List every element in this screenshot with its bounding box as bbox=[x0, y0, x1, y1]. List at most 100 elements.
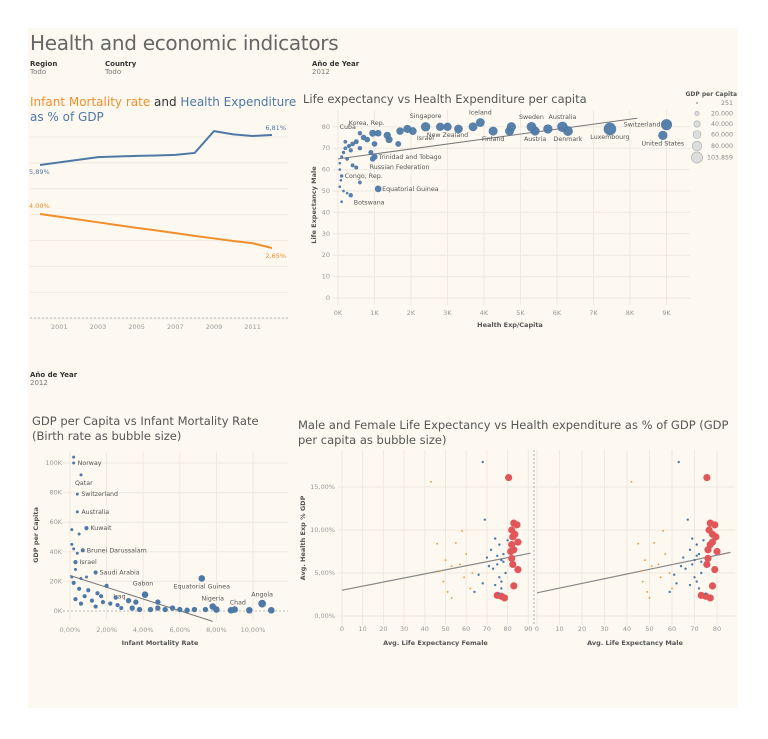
data-point-orange bbox=[442, 580, 445, 583]
title-part: Health Expenditure as % of GDP bbox=[30, 95, 297, 124]
point-label: Luxembourg bbox=[590, 134, 629, 141]
data-point bbox=[129, 605, 135, 611]
data-point-blue bbox=[695, 580, 698, 583]
data-point bbox=[340, 200, 343, 204]
data-point-blue bbox=[496, 563, 499, 566]
data-point-blue bbox=[487, 564, 491, 568]
point-label: Sweden bbox=[519, 114, 544, 121]
filter-region[interactable]: Region Todo bbox=[30, 60, 57, 76]
data-point-blue bbox=[700, 571, 703, 575]
data-point bbox=[396, 127, 404, 135]
data-point bbox=[155, 605, 161, 611]
point-label: Denmark bbox=[553, 136, 582, 143]
x-tick-label: 60 bbox=[668, 625, 676, 633]
series-line-blue bbox=[39, 130, 273, 166]
data-point bbox=[357, 130, 363, 136]
data-point-orange bbox=[637, 542, 640, 545]
data-point-red bbox=[706, 594, 714, 602]
x-tick-label: 80 bbox=[713, 625, 721, 633]
x-tick-label: 30 bbox=[400, 625, 408, 633]
data-point-red bbox=[514, 565, 522, 574]
data-point bbox=[125, 597, 132, 604]
data-point bbox=[84, 575, 88, 579]
data-point bbox=[133, 599, 139, 605]
x-tick-label: 30 bbox=[600, 625, 608, 633]
filter-year-2[interactable]: Año de Year 2012 bbox=[30, 371, 77, 387]
filter-value[interactable]: 2012 bbox=[312, 68, 330, 76]
data-point-blue bbox=[504, 571, 507, 575]
data-point bbox=[75, 492, 79, 496]
data-point bbox=[79, 473, 83, 477]
data-point-red bbox=[514, 538, 522, 546]
data-point-blue bbox=[481, 582, 484, 585]
data-point bbox=[75, 551, 79, 555]
point-label: Kuwait bbox=[90, 525, 112, 532]
data-point-blue bbox=[677, 460, 680, 464]
filter-value[interactable]: Todo bbox=[105, 68, 122, 76]
filter-year[interactable]: Año de Year 2012 bbox=[312, 60, 359, 76]
size-legend-label: 20.000 bbox=[711, 111, 733, 118]
data-point bbox=[338, 161, 342, 165]
data-point bbox=[115, 602, 120, 608]
filter-value[interactable]: 2012 bbox=[30, 379, 48, 387]
start-value-label: 5,89% bbox=[29, 168, 50, 176]
data-point bbox=[177, 606, 183, 613]
x-tick-label: 4,00% bbox=[133, 626, 154, 634]
data-point-orange bbox=[450, 565, 453, 568]
x-tick-label: 10,00% bbox=[241, 626, 266, 634]
data-point-blue bbox=[477, 573, 480, 576]
end-value-label: 6,81% bbox=[265, 124, 286, 132]
data-point bbox=[89, 598, 95, 603]
x-tick-label: 9K bbox=[662, 309, 671, 317]
point-label: Israel bbox=[417, 135, 434, 142]
trend-line bbox=[337, 117, 638, 160]
data-point-red bbox=[711, 565, 719, 574]
point-label: Qatar bbox=[75, 480, 93, 487]
size-legend-circle bbox=[693, 120, 701, 128]
data-point-orange bbox=[450, 597, 453, 599]
x-tick-label: 0K bbox=[334, 309, 343, 317]
data-point bbox=[162, 606, 168, 613]
data-point-blue bbox=[697, 587, 701, 590]
data-point bbox=[338, 185, 342, 189]
data-point-blue bbox=[688, 583, 692, 587]
data-point bbox=[104, 583, 109, 588]
data-point-orange bbox=[459, 563, 461, 566]
x-tick-label: 0 bbox=[340, 625, 344, 633]
data-point bbox=[374, 129, 382, 137]
data-point-blue bbox=[702, 539, 705, 542]
data-point-orange bbox=[648, 597, 651, 599]
data-point bbox=[353, 139, 359, 145]
data-point bbox=[563, 126, 573, 136]
point-label: Congo, Rep. bbox=[345, 173, 383, 180]
data-point bbox=[93, 604, 98, 609]
x-tick-label: 8,00% bbox=[206, 626, 227, 634]
x-tick-label: 60 bbox=[462, 625, 470, 633]
filter-country[interactable]: Country Todo bbox=[105, 60, 136, 76]
data-point-blue bbox=[493, 537, 497, 540]
data-point bbox=[198, 575, 206, 582]
data-point bbox=[348, 148, 353, 153]
data-point-orange bbox=[438, 570, 441, 573]
data-point bbox=[354, 165, 359, 170]
y-tick-label: 10,00% bbox=[310, 526, 335, 534]
data-point bbox=[341, 150, 346, 155]
point-label: Equatorial Guinea bbox=[382, 186, 439, 193]
point-label: Russian Federation bbox=[370, 164, 430, 171]
data-point bbox=[80, 548, 85, 553]
y-tick-label: 15,00% bbox=[310, 483, 335, 491]
x-tick-label: 6,00% bbox=[169, 626, 190, 634]
data-point-blue bbox=[684, 567, 687, 570]
point-label: Korea, Rep. bbox=[349, 120, 385, 127]
point-label: Trinidad and Tobago bbox=[378, 154, 442, 161]
filter-value[interactable]: Todo bbox=[30, 68, 47, 76]
y-tick-label: 60 bbox=[322, 166, 330, 174]
data-point bbox=[70, 528, 74, 532]
filter-label: Country bbox=[105, 60, 137, 68]
data-point bbox=[603, 122, 617, 136]
title-part: Infant Mortality rate bbox=[30, 95, 151, 109]
x-tick-label: 10 bbox=[555, 625, 563, 633]
size-legend-circle bbox=[694, 111, 700, 117]
x-tick-label: 50 bbox=[645, 625, 653, 633]
data-point bbox=[169, 605, 176, 611]
